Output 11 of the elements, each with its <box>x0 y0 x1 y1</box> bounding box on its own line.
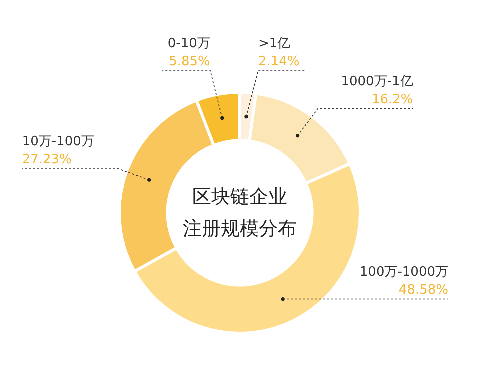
data-label: 5.85% <box>169 54 210 70</box>
slice-label: 100万-1000万 <box>360 265 448 280</box>
slice-label: 1000万-1亿 <box>341 74 414 90</box>
slice-label: 0-10万 <box>168 36 210 52</box>
data-label: 2.14% <box>258 54 300 70</box>
slice-label: 10万-100万 <box>22 134 94 150</box>
slice-label: >1亿 <box>258 36 291 52</box>
text: 区块链企业注册规模分布 <box>182 185 298 242</box>
data-label: 27.23% <box>22 152 72 168</box>
data-label: 16.2% <box>372 92 414 108</box>
data-label: 48.58% <box>398 283 448 298</box>
